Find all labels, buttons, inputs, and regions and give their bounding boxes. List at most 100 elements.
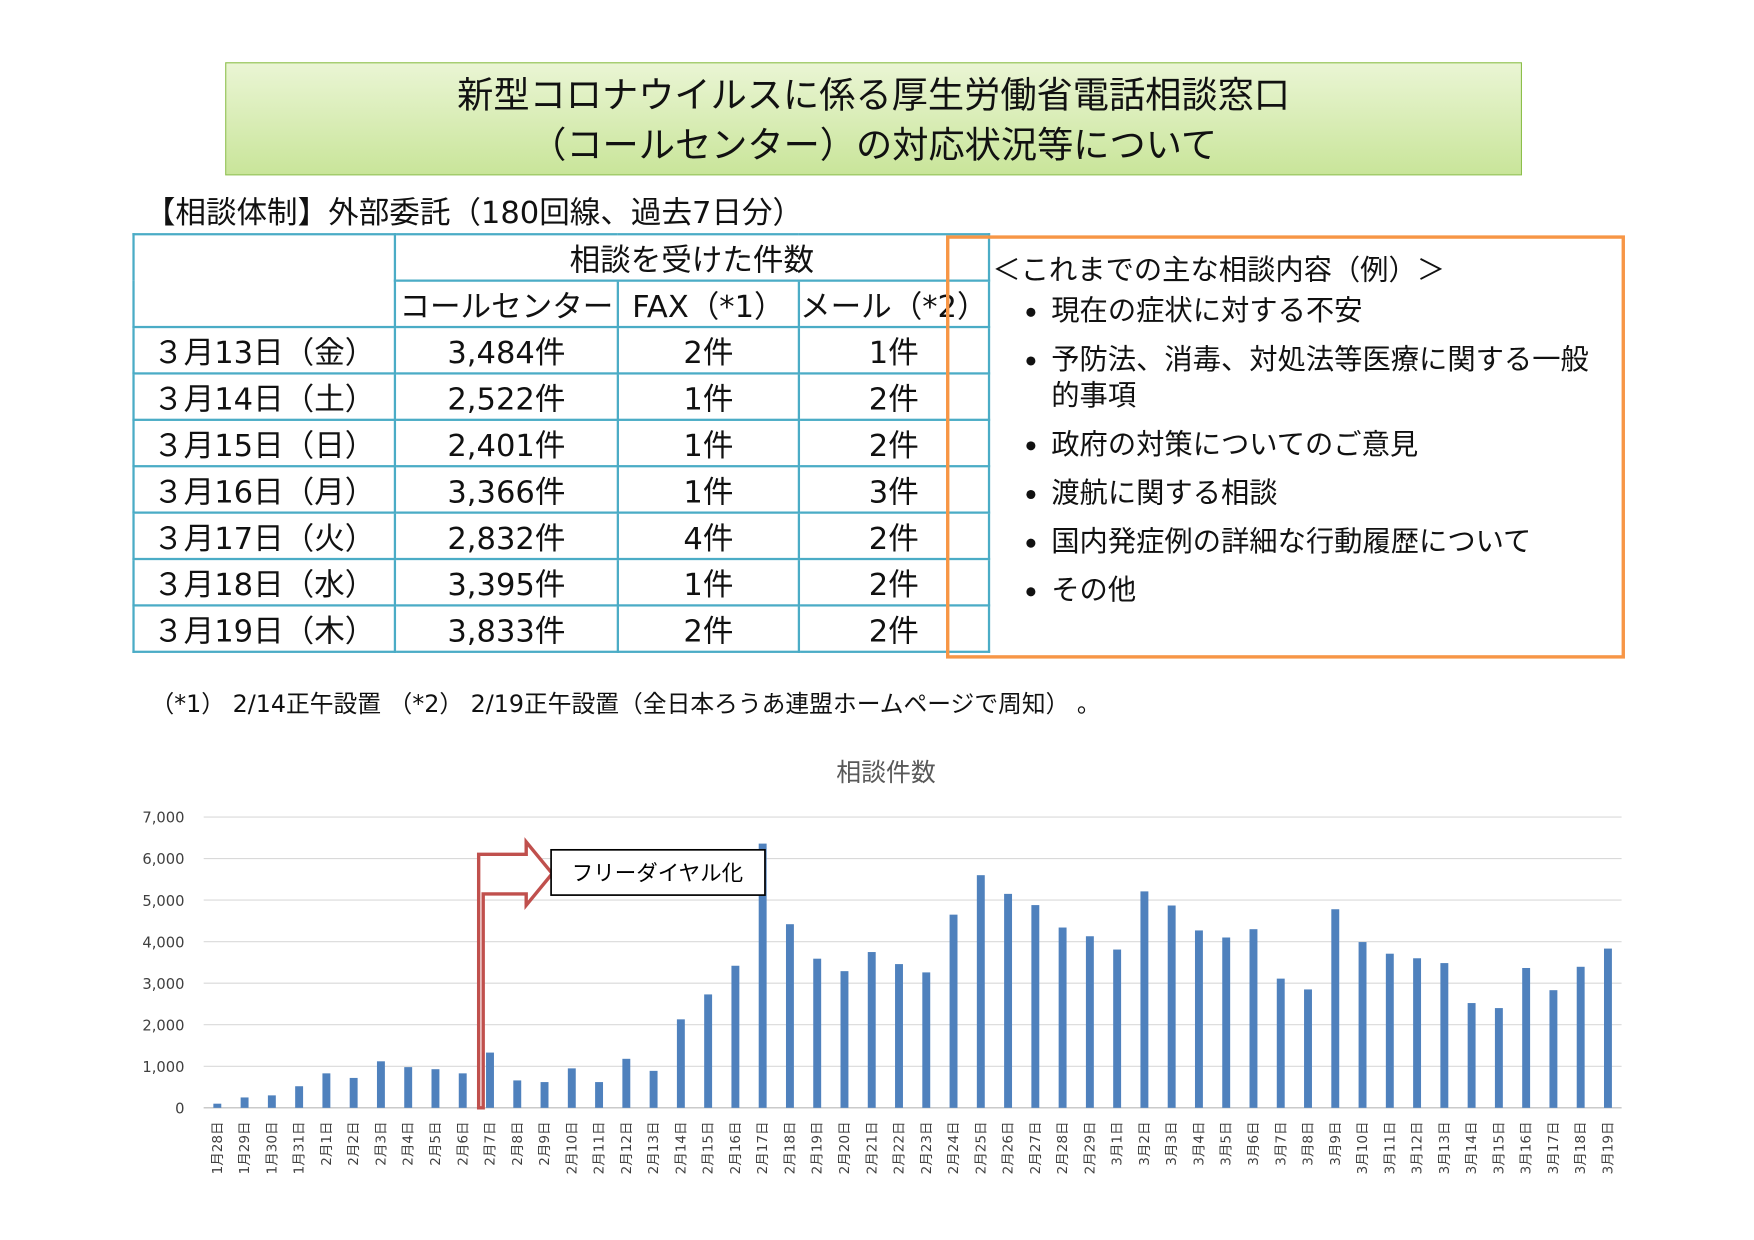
bar [731, 965, 740, 1108]
bar [1331, 909, 1340, 1108]
y-tick-label: 7,000 [142, 810, 184, 827]
consultation-item: 現在の症状に対する不安 [1051, 293, 1594, 329]
footnote: （*1） 2/14正午設置 （*2） 2/19正午設置（全日本ろうあ連盟ホームペ… [150, 690, 1101, 718]
bar [404, 1067, 413, 1108]
column-header: メール（*2） [797, 279, 990, 329]
y-tick-label: 0 [175, 1100, 184, 1117]
x-tick-label: 2月29日 [1082, 1121, 1098, 1174]
bar [976, 875, 985, 1108]
x-tick-label: 1月30日 [264, 1121, 280, 1174]
count-cell: 2,832件 [393, 511, 619, 561]
x-tick-label: 2月13日 [646, 1121, 662, 1174]
x-tick-label: 2月27日 [1028, 1121, 1044, 1174]
x-tick-label: 2月16日 [728, 1121, 744, 1174]
annotation-box [550, 848, 766, 896]
title-line: （コールセンター）の対応状況等について [530, 123, 1218, 167]
y-tick-label: 1,000 [142, 1059, 184, 1076]
bar [785, 924, 794, 1108]
x-tick-label: 3月2日 [1137, 1121, 1153, 1165]
count-cell: 2件 [797, 604, 990, 653]
title-box: 新型コロナウイルスに係る厚生労働省電話相談窓口 （コールセンター）の対応状況等に… [225, 62, 1523, 176]
bar [267, 1095, 276, 1108]
bar [1549, 990, 1558, 1108]
x-tick-label: 2月11日 [592, 1121, 608, 1174]
count-cell: 2件 [797, 557, 990, 607]
count-cell: 2件 [616, 604, 801, 653]
bar [1140, 891, 1149, 1108]
y-tick-label: 2,000 [142, 1017, 184, 1034]
x-tick-label: 3月15日 [1491, 1121, 1507, 1174]
bar [1031, 905, 1040, 1108]
x-tick-label: 3月1日 [1110, 1121, 1126, 1165]
bar [1358, 942, 1367, 1108]
x-tick-label: 2月23日 [919, 1121, 935, 1174]
date-cell: ３月15日（日） [132, 418, 397, 468]
x-tick-label: 3月14日 [1464, 1121, 1480, 1174]
header-row: コールセンター FAX（*1） メール（*2） [134, 279, 990, 329]
x-tick-label: 3月10日 [1355, 1121, 1371, 1174]
count-cell: 2件 [797, 372, 990, 421]
count-cell: 1件 [616, 418, 801, 468]
x-tick-label: 3月3日 [1164, 1121, 1180, 1165]
bar [1276, 978, 1285, 1108]
bar [1058, 927, 1067, 1108]
bar [295, 1086, 304, 1108]
x-tick-label: 2月19日 [810, 1121, 826, 1174]
x-tick-label: 3月12日 [1410, 1121, 1426, 1174]
x-tick-label: 2月4日 [401, 1121, 417, 1165]
consultation-heading: ＜これまでの主な相談内容（例）＞ [992, 253, 1446, 287]
consultation-box: ＜これまでの主な相談内容（例）＞ 現在の症状に対する不安予防法、消毒、対処法等医… [946, 235, 1625, 659]
bar [649, 1070, 658, 1108]
title-line: 新型コロナウイルスに係る厚生労働省電話相談窓口 [457, 73, 1291, 117]
bar [1085, 936, 1094, 1108]
bar [813, 958, 822, 1108]
chart-title: 相談件数 [836, 758, 936, 787]
count-cell: 3件 [797, 465, 990, 514]
x-tick-label: 2月25日 [973, 1121, 989, 1174]
x-tick-label: 2月28日 [1055, 1121, 1071, 1174]
x-tick-label: 3月8日 [1301, 1121, 1317, 1165]
x-tick-label: 3月5日 [1219, 1121, 1235, 1165]
bar [1222, 937, 1231, 1108]
x-tick-label: 2月8日 [510, 1121, 526, 1165]
count-cell: 1件 [797, 325, 990, 375]
count-cell: 1件 [616, 465, 801, 514]
date-cell: ３月13日（金） [132, 325, 397, 375]
bar [867, 952, 876, 1108]
x-tick-label: 3月18日 [1573, 1121, 1589, 1174]
table-row: ３月19日（木） 3,833件 2件 2件 [132, 604, 990, 653]
bar [1113, 949, 1122, 1108]
bar [1576, 966, 1585, 1108]
annotation: フリーダイヤル化 [572, 861, 743, 886]
header-row: 相談を受けた件数 [132, 233, 990, 329]
x-tick-label: 2月10日 [564, 1121, 580, 1174]
table-row: ３月14日（土） 2,522件 1件 2件 [132, 372, 990, 421]
x-tick-label: 2月22日 [892, 1121, 908, 1174]
x-tick-label: 1月29日 [237, 1121, 253, 1174]
x-tick-label: 3月13日 [1437, 1121, 1453, 1174]
count-cell: 2件 [797, 418, 990, 468]
bar [1385, 953, 1394, 1108]
x-tick-label: 2月24日 [946, 1121, 962, 1174]
x-tick-label: 2月17日 [755, 1121, 771, 1174]
x-tick-label: 2月5日 [428, 1121, 444, 1165]
consultation-item: 国内発症例の詳細な行動履歴について [1051, 524, 1594, 560]
column-header: FAX（*1） [616, 279, 801, 329]
x-tick-label: 3月4日 [1191, 1121, 1207, 1165]
bar [1413, 958, 1422, 1108]
bar [1494, 1008, 1503, 1108]
bar [431, 1069, 440, 1108]
consultation-list: 現在の症状に対する不安予防法、消毒、対処法等医療に関する一般的事項政府の対策につ… [949, 293, 1594, 609]
bar [540, 1082, 549, 1108]
table-row: ３月16日（月） 3,366件 1件 3件 [132, 465, 990, 514]
date-cell: ３月16日（月） [132, 465, 397, 514]
bar [1167, 905, 1176, 1108]
bar [922, 972, 931, 1108]
count-cell: 2,401件 [393, 418, 619, 468]
bar [622, 1058, 631, 1108]
bar [758, 843, 767, 1108]
count-table: 相談を受けた件数 コールセンター FAX（*1） メール（*2） ３月13日（金） 3,4… [132, 233, 990, 653]
x-tick-label: 3月19日 [1600, 1121, 1616, 1174]
bar [240, 1097, 249, 1108]
